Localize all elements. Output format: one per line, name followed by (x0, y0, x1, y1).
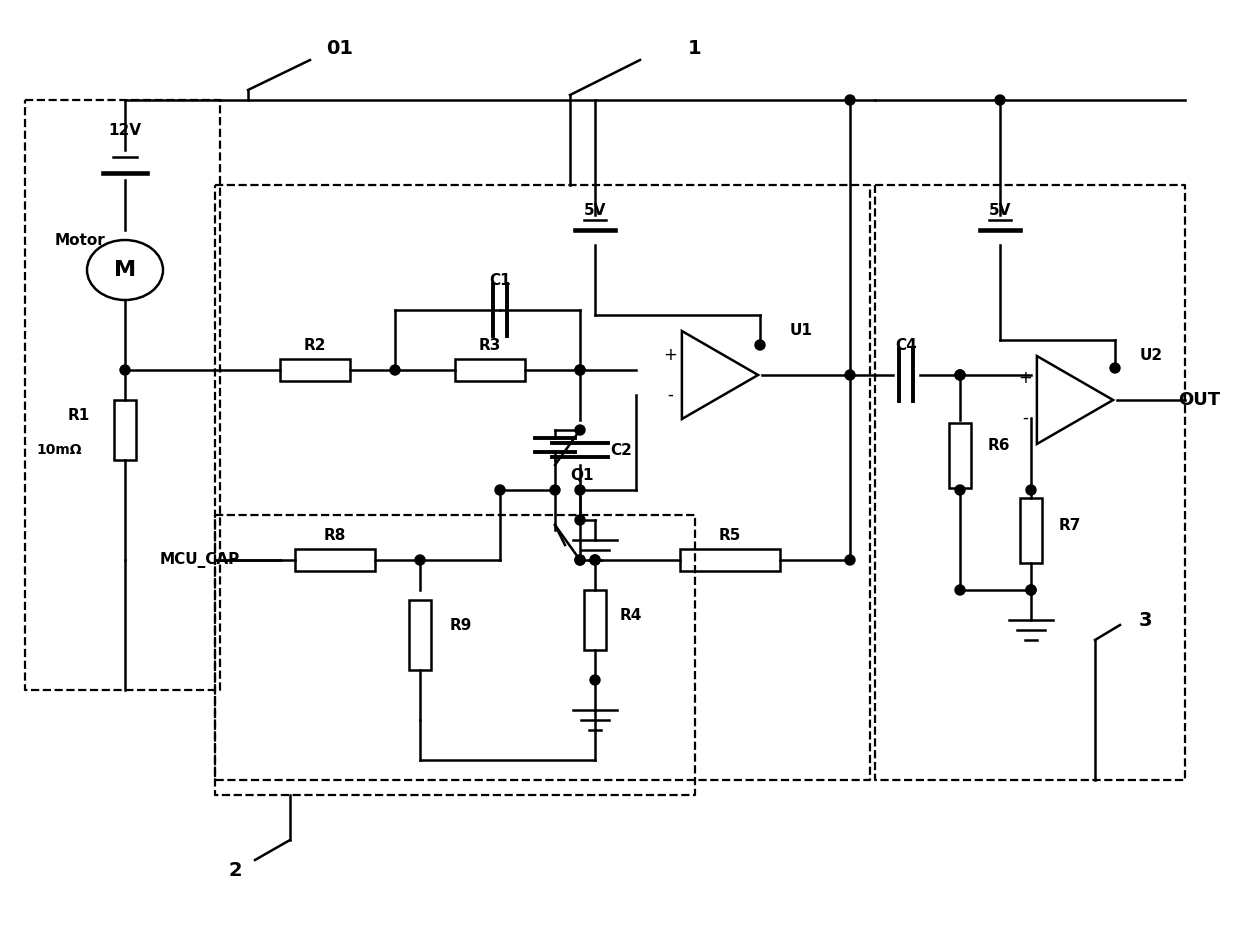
Circle shape (575, 515, 585, 525)
Circle shape (575, 365, 585, 375)
Text: +: + (663, 346, 677, 364)
Circle shape (590, 555, 600, 565)
Circle shape (575, 485, 585, 495)
Circle shape (1025, 585, 1035, 595)
Circle shape (844, 555, 856, 565)
Text: 12V: 12V (109, 122, 141, 137)
Bar (280, 359, 350, 381)
Circle shape (955, 585, 965, 595)
Bar (295, 549, 374, 571)
Text: 10mΩ: 10mΩ (36, 443, 82, 457)
Circle shape (955, 370, 965, 380)
Text: M: M (114, 260, 136, 280)
Circle shape (575, 555, 585, 565)
Text: R5: R5 (719, 527, 742, 542)
Text: C4: C4 (895, 337, 916, 352)
Circle shape (415, 555, 425, 565)
Text: U2: U2 (1140, 348, 1163, 362)
Circle shape (575, 555, 585, 565)
Circle shape (1110, 363, 1120, 373)
Bar (680, 549, 780, 571)
Bar (949, 423, 971, 488)
Text: C2: C2 (610, 442, 632, 458)
Text: 01: 01 (326, 39, 353, 57)
Text: 3: 3 (1138, 611, 1152, 629)
Circle shape (1025, 485, 1035, 495)
Circle shape (755, 340, 765, 350)
Circle shape (590, 675, 600, 685)
Circle shape (120, 365, 130, 375)
Circle shape (844, 370, 856, 380)
Bar (455, 359, 525, 381)
Circle shape (994, 95, 1004, 105)
Circle shape (955, 485, 965, 495)
Text: U1: U1 (790, 323, 813, 337)
Text: Motor: Motor (55, 233, 105, 248)
Circle shape (575, 365, 585, 375)
Text: R9: R9 (450, 617, 472, 632)
Text: R1: R1 (68, 408, 91, 423)
Text: -: - (667, 386, 673, 404)
Circle shape (495, 485, 505, 495)
Text: 1: 1 (688, 39, 702, 57)
Text: R3: R3 (479, 337, 501, 352)
Circle shape (1025, 585, 1035, 595)
Text: C1: C1 (490, 273, 511, 287)
Text: 5V: 5V (584, 202, 606, 218)
Text: OUT: OUT (1178, 391, 1220, 409)
Circle shape (391, 365, 401, 375)
Text: R7: R7 (1059, 517, 1081, 532)
Circle shape (590, 555, 600, 565)
Bar (409, 600, 432, 670)
Text: R8: R8 (324, 527, 346, 542)
Circle shape (844, 95, 856, 105)
Circle shape (575, 425, 585, 435)
Text: MCU_CAP: MCU_CAP (160, 552, 241, 568)
Text: 2: 2 (228, 860, 242, 880)
Text: +: + (1018, 369, 1032, 387)
Text: 5V: 5V (988, 202, 1011, 218)
Bar (584, 590, 606, 650)
Text: R2: R2 (304, 337, 326, 352)
Bar (1021, 498, 1042, 563)
Circle shape (955, 370, 965, 380)
Text: -: - (1022, 409, 1028, 427)
Text: R4: R4 (620, 607, 642, 623)
Circle shape (551, 485, 560, 495)
Bar (114, 400, 136, 460)
Text: Q1: Q1 (570, 467, 594, 482)
Text: R6: R6 (988, 438, 1011, 452)
